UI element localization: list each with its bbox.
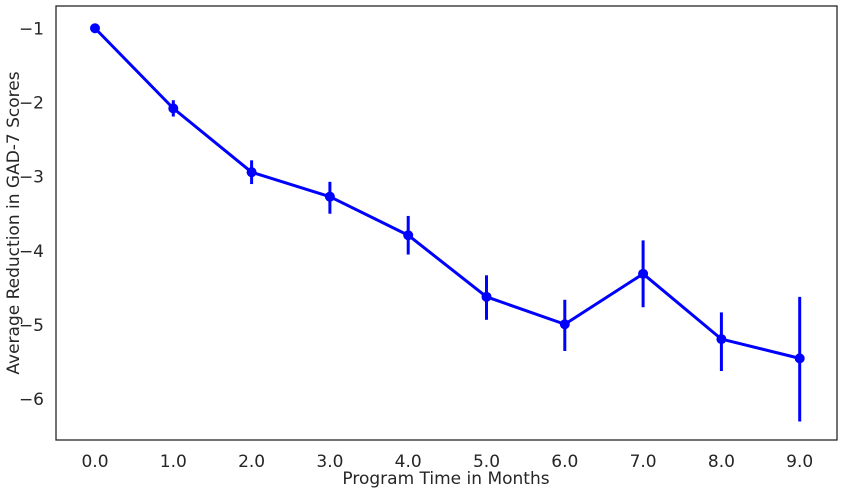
x-axis-label: Program Time in Months xyxy=(342,469,549,489)
x-tick-label: 0.0 xyxy=(81,452,108,472)
x-tick-label: 1.0 xyxy=(160,452,187,472)
x-tick-label: 3.0 xyxy=(316,452,343,472)
data-point xyxy=(324,191,335,202)
x-tick-label: 6.0 xyxy=(551,452,578,472)
y-axis-ticks: −1 −2 −3 −4 −5 −6 xyxy=(19,19,44,410)
x-tick-label: 7.0 xyxy=(630,452,657,472)
x-tick-label: 9.0 xyxy=(786,452,813,472)
plot-frame xyxy=(55,5,838,441)
y-tick-label: −3 xyxy=(19,168,44,188)
y-tick-label: −1 xyxy=(19,19,44,39)
y-tick-label: −4 xyxy=(19,242,44,262)
data-point xyxy=(794,353,805,364)
x-axis-ticks: 0.0 1.0 2.0 3.0 4.0 5.0 6.0 7.0 8.0 9.0 xyxy=(81,452,813,472)
data-point xyxy=(638,268,649,279)
x-tick-label: 4.0 xyxy=(395,452,422,472)
data-point xyxy=(246,167,257,178)
y-tick-label: −2 xyxy=(19,93,44,113)
data-point xyxy=(90,23,100,34)
data-point xyxy=(481,291,492,302)
data-point xyxy=(716,334,727,345)
y-axis-label: Average Reduction in GAD-7 Scores xyxy=(4,71,24,374)
data-point xyxy=(559,319,570,330)
data-point xyxy=(168,103,179,114)
x-tick-label: 5.0 xyxy=(473,452,500,472)
y-tick-label: −6 xyxy=(19,390,44,410)
y-tick-label: −5 xyxy=(19,316,44,336)
x-tick-label: 2.0 xyxy=(238,452,265,472)
data-point xyxy=(403,230,414,241)
x-tick-label: 8.0 xyxy=(708,452,735,472)
series-line xyxy=(93,27,801,360)
marks xyxy=(90,23,805,422)
